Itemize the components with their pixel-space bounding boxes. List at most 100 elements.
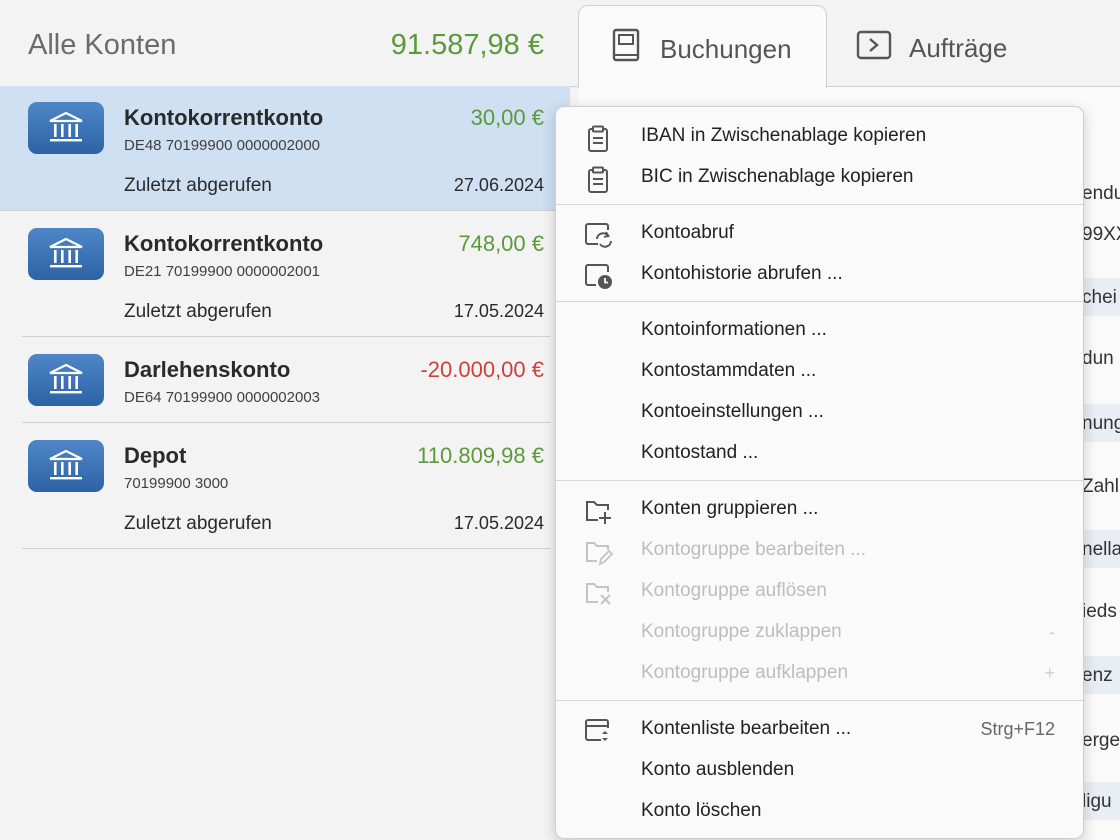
menu-item-label: Kontogruppe auflösen [641,580,827,601]
tab-label: Aufträge [909,33,1008,63]
peek-text: nung [1082,413,1120,434]
bank-icon [28,102,104,154]
account-iban: DE21 70199900 0000002001 [124,263,321,280]
folder-edit-icon [584,539,614,566]
account-item-kontokorrent-2000[interactable]: Kontokorrentkonto DE48 70199900 00000020… [0,86,570,211]
menu-item-label: Kontostammdaten ... [641,360,817,381]
menu-item-copy-bic[interactable]: BIC in Zwischenablage kopieren [556,158,1083,199]
menu-item-kontogruppe-bearbeiten[interactable]: Kontogruppe bearbeiten ... [556,531,1083,572]
last-fetched-date: 27.06.2024 [453,175,544,195]
row-stripe [1082,404,1120,442]
all-accounts-title: Alle Konten [28,29,177,61]
clipboard-icon [584,125,614,152]
folder-remove-icon [584,580,614,606]
menu-separator [556,480,1083,481]
menu-item-label: Kontogruppe zuklappen [641,621,842,642]
menu-item-label: Konto ausblenden [641,759,795,780]
account-name: Depot [124,443,187,468]
menu-item-label: Konto löschen [641,800,762,821]
bank-icon [28,440,104,492]
account-balance: 748,00 € [458,231,544,256]
menu-item-shortcut: + [1044,663,1055,683]
menu-item-shortcut: - [1049,622,1055,642]
peek-text: endu [1082,183,1120,204]
peek-text: erge [1082,730,1120,751]
sync-window-icon [584,222,614,248]
tab-buchungen[interactable]: Buchungen [578,5,827,88]
menu-item-konten-gruppieren[interactable]: Konten gruppieren ... [556,490,1083,531]
menu-item-kontogruppe-zuklappen[interactable]: Kontogruppe zuklappen - [556,613,1083,654]
menu-item-label: IBAN in Zwischenablage kopieren [641,125,927,146]
menu-item-kontoabruf[interactable]: Kontoabruf [556,214,1083,255]
account-context-menu: IBAN in Zwischenablage kopieren BIC in Z… [555,106,1084,839]
account-balance: 30,00 € [470,105,544,130]
menu-item-konto-ausblenden[interactable]: Konto ausblenden [556,751,1083,792]
menu-item-label: Kontogruppe bearbeiten ... [641,539,867,560]
account-list-header: Alle Konten 91.587,98 € [28,26,544,70]
row-stripe [1082,656,1120,694]
last-fetched-label: Zuletzt abgerufen [124,175,272,196]
menu-item-label: Kontenliste bearbeiten ... [641,718,852,739]
account-item-depot[interactable]: Depot 70199900 3000 110.809,98 € Zuletzt… [22,424,550,549]
peek-text: chei [1082,287,1117,308]
last-fetched-date: 17.05.2024 [453,301,544,321]
row-stripe [1082,782,1120,820]
play-box-icon [856,30,892,65]
tab-bar: Buchungen Aufträge [570,0,1120,88]
tab-label: Buchungen [660,34,792,64]
bank-icon [28,228,104,280]
account-balance: -20.000,00 € [420,357,544,382]
menu-item-kontogruppe-aufloesen[interactable]: Kontogruppe auflösen [556,572,1083,613]
account-balance: 110.809,98 € [417,443,544,468]
peek-text: dun [1082,348,1114,369]
account-name: Darlehenskonto [124,357,291,382]
account-iban: DE64 70199900 0000002003 [124,389,321,406]
menu-item-label: Kontohistorie abrufen ... [641,263,843,284]
account-name: Kontokorrentkonto [124,231,324,256]
menu-item-label: BIC in Zwischenablage kopieren [641,166,914,187]
all-accounts-total: 91.587,98 € [390,29,544,61]
menu-item-kontohistorie[interactable]: Kontohistorie abrufen ... [556,255,1083,296]
account-iban: 70199900 3000 [124,475,229,492]
menu-item-kontostammdaten[interactable]: Kontostammdaten ... [556,352,1083,393]
peek-text: Zahl [1082,476,1119,497]
menu-item-kontoinformationen[interactable]: Kontoinformationen ... [556,311,1083,352]
menu-item-konto-loeschen[interactable]: Konto löschen [556,792,1083,833]
menu-item-kontostand[interactable]: Kontostand ... [556,434,1083,475]
menu-item-label: Kontoabruf [641,222,734,243]
menu-item-shortcut: Strg+F12 [980,719,1055,739]
list-edit-icon [584,718,614,744]
account-item-kontokorrent-2001[interactable]: Kontokorrentkonto DE21 70199900 00000020… [22,212,550,337]
tab-auftraege[interactable]: Aufträge [850,8,1050,84]
menu-separator [556,204,1083,205]
peek-text: enz [1082,665,1113,686]
menu-item-label: Kontoinformationen ... [641,319,827,340]
account-item-darlehen[interactable]: Darlehenskonto DE64 70199900 0000002003 … [22,338,550,423]
menu-item-kontenliste-bearbeiten[interactable]: Kontenliste bearbeiten ... Strg+F12 [556,710,1083,751]
peek-text: ligu [1082,791,1112,812]
last-fetched-label: Zuletzt abgerufen [124,301,272,322]
book-icon [611,28,641,69]
account-name: Kontokorrentkonto [124,105,324,130]
menu-separator [556,700,1083,701]
history-window-icon [584,263,614,289]
menu-item-kontogruppe-aufklappen[interactable]: Kontogruppe aufklappen + [556,654,1083,695]
peek-text: nella [1082,539,1120,560]
peek-text: ieds [1082,601,1117,622]
menu-item-kontoeinstellungen[interactable]: Kontoeinstellungen ... [556,393,1083,434]
folder-add-icon [584,498,614,524]
menu-separator [556,301,1083,302]
peek-text: 99XX [1082,224,1120,245]
menu-item-label: Kontogruppe aufklappen [641,662,849,683]
last-fetched-label: Zuletzt abgerufen [124,513,272,534]
row-stripe [1082,278,1120,316]
last-fetched-date: 17.05.2024 [453,513,544,533]
menu-item-label: Kontoeinstellungen ... [641,401,824,422]
row-stripe [1082,530,1120,568]
clipboard-icon [584,166,614,193]
menu-item-label: Konten gruppieren ... [641,498,819,519]
menu-item-copy-iban[interactable]: IBAN in Zwischenablage kopieren [556,117,1083,158]
account-iban: DE48 70199900 0000002000 [124,137,321,154]
account-list-panel: Alle Konten 91.587,98 € Kontokorrentkont… [0,26,570,549]
bank-icon [28,354,104,406]
